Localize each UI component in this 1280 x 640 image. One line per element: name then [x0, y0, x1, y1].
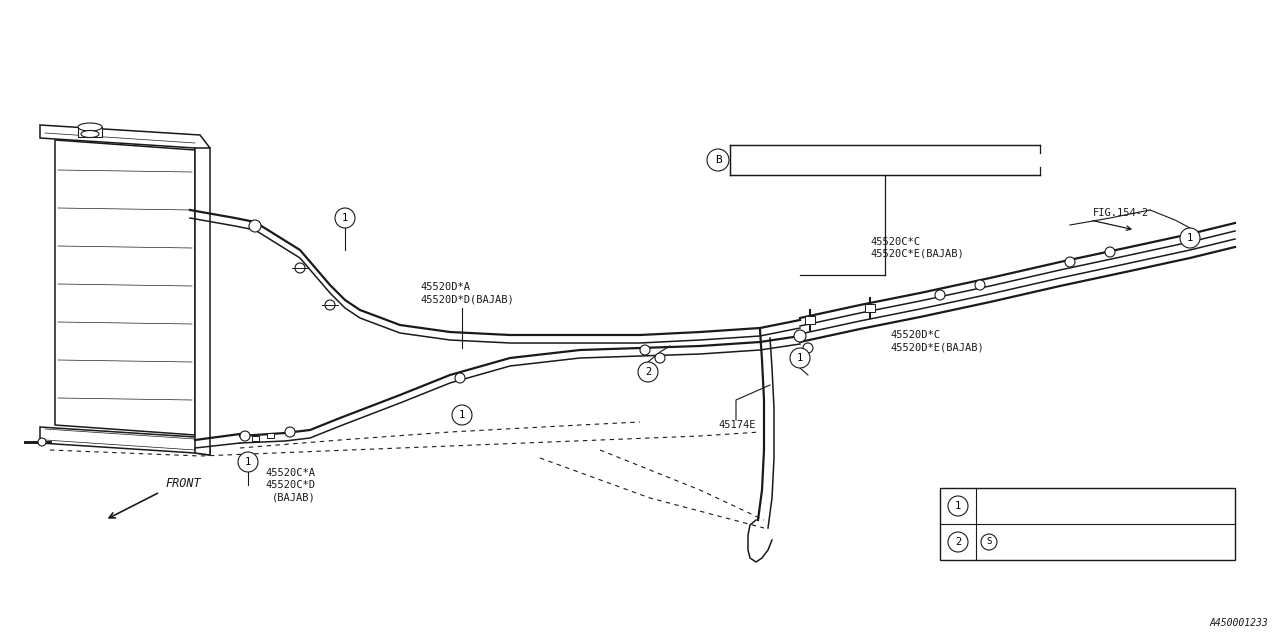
Text: 45174E: 45174E — [718, 420, 755, 430]
Text: 010008166(1)<02-05MY0405>: 010008166(1)<02-05MY0405> — [739, 149, 895, 159]
Circle shape — [640, 345, 650, 355]
Circle shape — [241, 431, 250, 441]
Bar — [940, 488, 1235, 560]
Circle shape — [934, 290, 945, 300]
Circle shape — [250, 220, 261, 232]
Circle shape — [1180, 228, 1201, 248]
Text: 1: 1 — [244, 457, 251, 467]
Text: W170023: W170023 — [984, 499, 1034, 513]
Text: FIG.154-2: FIG.154-2 — [1093, 208, 1149, 218]
Polygon shape — [40, 125, 210, 150]
Circle shape — [948, 496, 968, 516]
Circle shape — [294, 263, 305, 273]
Polygon shape — [40, 427, 210, 455]
Text: 1: 1 — [458, 410, 465, 420]
Ellipse shape — [81, 131, 99, 138]
Bar — [266, 433, 274, 438]
Text: M000271        <05MY0406-   >: M000271 <05MY0406- > — [739, 163, 919, 173]
Text: 45520D*E(BAJAB): 45520D*E(BAJAB) — [890, 342, 984, 352]
Polygon shape — [55, 140, 195, 435]
Circle shape — [335, 208, 355, 228]
Circle shape — [452, 405, 472, 425]
Text: 45520C*A: 45520C*A — [265, 468, 315, 478]
Circle shape — [1105, 247, 1115, 257]
Circle shape — [975, 280, 986, 290]
Text: A450001233: A450001233 — [1210, 618, 1268, 628]
Circle shape — [980, 534, 997, 550]
Text: (BAJAB): (BAJAB) — [273, 492, 316, 502]
Text: 2: 2 — [955, 537, 961, 547]
Text: 45520C*E(BAJAB): 45520C*E(BAJAB) — [870, 249, 964, 259]
Text: 45520D*A: 45520D*A — [420, 282, 470, 292]
Text: 45520C*C: 45520C*C — [870, 237, 920, 247]
Circle shape — [637, 362, 658, 382]
Circle shape — [790, 348, 810, 368]
Circle shape — [1065, 257, 1075, 267]
Bar — [865, 304, 876, 312]
Text: 45520C*D: 45520C*D — [265, 480, 315, 490]
Bar — [730, 145, 1039, 175]
Circle shape — [948, 532, 968, 552]
Text: 45520D*C: 45520D*C — [890, 330, 940, 340]
Text: 1: 1 — [797, 353, 803, 363]
Circle shape — [285, 427, 294, 437]
Text: FRONT: FRONT — [165, 477, 201, 490]
Circle shape — [655, 353, 666, 363]
Bar — [805, 316, 815, 324]
Circle shape — [794, 330, 806, 342]
Text: 1: 1 — [955, 501, 961, 511]
Circle shape — [238, 452, 259, 472]
Circle shape — [325, 300, 335, 310]
Polygon shape — [195, 148, 210, 455]
Circle shape — [454, 373, 465, 383]
Circle shape — [803, 343, 813, 353]
Ellipse shape — [78, 123, 102, 131]
Bar — [251, 435, 259, 440]
Circle shape — [38, 438, 46, 446]
Text: 2: 2 — [645, 367, 652, 377]
Text: 45520D*D(BAJAB): 45520D*D(BAJAB) — [420, 294, 513, 304]
Text: 1: 1 — [342, 213, 348, 223]
Text: 047406120(2): 047406120(2) — [1000, 536, 1085, 548]
Text: B: B — [714, 155, 722, 165]
Text: 1: 1 — [1187, 233, 1193, 243]
Text: S: S — [987, 538, 992, 547]
Circle shape — [707, 149, 730, 171]
Bar — [78, 127, 102, 137]
